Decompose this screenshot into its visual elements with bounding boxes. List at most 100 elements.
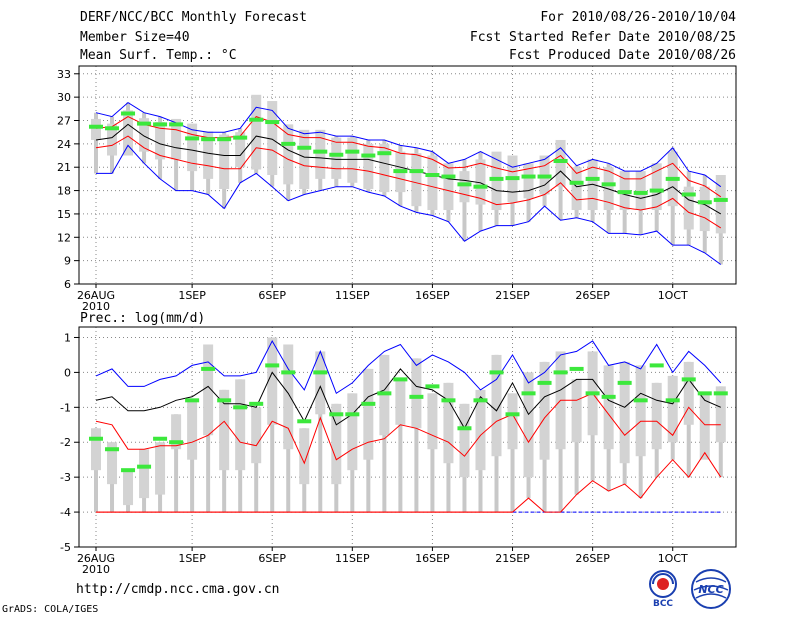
temp-marker-10 <box>249 117 264 122</box>
temp-xtick-label-7: 1OCT <box>658 289 688 302</box>
prec-xtick-label-7: 1OCT <box>658 552 688 565</box>
temp-ytick-label-1: 9 <box>64 255 71 268</box>
prec-marker-7 <box>201 366 216 371</box>
header-right-line-2: Fcst Started Refer Date 2010/08/25 <box>469 30 736 45</box>
temp-marker-23 <box>457 182 472 187</box>
prec-box-27 <box>523 372 534 478</box>
prec-marker-23 <box>457 426 472 431</box>
temp-box-22 <box>443 163 454 211</box>
temp-marker-1 <box>105 126 120 131</box>
temp-marker-16 <box>345 149 360 154</box>
temp-box-21 <box>427 155 438 211</box>
temp-xtick-label-3: 11SEP <box>335 289 370 302</box>
prec-box-33 <box>619 361 630 464</box>
temp-box-16 <box>347 137 358 183</box>
precipitation-panel: -5 -4 -3 -2 -1 0 1 26AUG 1SEP 6SEP 11SEP 16SEP 21SEP… <box>60 326 737 576</box>
prec-marker-12 <box>281 370 296 375</box>
prec-marker-36 <box>665 398 680 403</box>
prec-ytick-label-3: -2 <box>60 436 71 449</box>
temp-box-2 <box>123 110 134 156</box>
temp-box-24 <box>475 159 486 205</box>
temp-marker-21 <box>425 173 440 177</box>
prec-box-6 <box>187 400 198 460</box>
temp-box-39 <box>715 175 726 234</box>
prec-xtick-label-3: 11SEP <box>335 552 370 565</box>
prec-bottom-line <box>96 451 722 513</box>
header-left-line-2: Member Size=40 <box>80 30 190 45</box>
prec-marker-33 <box>617 380 632 385</box>
temp-marker-11 <box>265 120 280 125</box>
temp-marker-34 <box>633 190 648 195</box>
prec-xtick-label-6: 26SEP <box>575 552 610 565</box>
temp-frame <box>78 65 737 285</box>
prec-box-1 <box>107 442 118 485</box>
prec-marker-1 <box>105 447 120 452</box>
temp-xtick-year: 2010 <box>82 300 110 313</box>
temp-marker-37 <box>681 192 696 197</box>
temp-marker-30 <box>569 180 584 185</box>
prec-box-28 <box>539 361 550 460</box>
prec-xtick-label-1: 1SEP <box>178 552 206 565</box>
prec-marker-10 <box>249 401 264 406</box>
temp-marker-6 <box>185 136 200 141</box>
temp-marker-33 <box>617 190 632 195</box>
temp-xtick-label-6: 26SEP <box>575 289 610 302</box>
prec-marker-2 <box>121 468 136 473</box>
prec-box-37 <box>683 361 694 425</box>
temp-marker-5 <box>169 122 184 127</box>
temp-box-5 <box>171 118 182 160</box>
prec-box-2 <box>123 470 134 506</box>
temp-lower-line <box>95 135 722 229</box>
prec-box-26 <box>507 393 518 450</box>
prec-marker-21 <box>425 384 440 389</box>
prec-box-39 <box>715 386 726 443</box>
prec-xtick-label-0: 26AUG <box>77 552 115 565</box>
prec-ytick-label-0: -5 <box>60 541 71 554</box>
prec-box-14 <box>315 351 326 415</box>
temp-marker-15 <box>329 152 344 157</box>
prec-box-21 <box>427 393 438 450</box>
temp-ytick-label-3: 15 <box>57 208 71 221</box>
bcc-logo: BCC <box>642 568 684 612</box>
prec-marker-17 <box>361 401 376 406</box>
prec-box-10 <box>251 407 262 464</box>
bcc-logo-text: BCC <box>653 599 673 608</box>
prec-box-8 <box>219 389 230 471</box>
temp-xtick-label-2: 6SEP <box>258 289 286 302</box>
prec-marker-3 <box>137 464 152 469</box>
source-url[interactable]: http://cmdp.ncc.cma.gov.cn <box>76 582 280 597</box>
prec-box-19 <box>395 379 406 425</box>
temp-box-1 <box>107 123 118 156</box>
temp-marker-36 <box>665 176 680 181</box>
temp-marker-8 <box>217 137 232 142</box>
temp-marker-39 <box>713 197 728 202</box>
prec-marker-31 <box>585 391 600 396</box>
temp-marker-18 <box>377 151 392 156</box>
temp-box-10 <box>251 94 262 170</box>
prec-marker-27 <box>521 391 536 396</box>
temp-box-11 <box>267 101 278 175</box>
temp-marker-32 <box>601 182 616 187</box>
prec-box-35 <box>651 382 662 450</box>
header-left-line-3: Mean Surf. Temp.: °C <box>80 48 237 63</box>
prec-box-0 <box>91 428 101 471</box>
temp-box-14 <box>315 129 326 179</box>
prec-marker-25 <box>489 370 504 375</box>
prec-marker-38 <box>697 391 712 396</box>
temp-xtick-label-0: 26AUG <box>77 289 115 302</box>
temp-marker-27 <box>521 174 536 179</box>
prec-ytick-label-1: -4 <box>60 506 71 519</box>
temp-box-12 <box>283 124 294 185</box>
ncc-logo-text: NCC <box>698 583 723 596</box>
temp-marker-13 <box>297 145 312 150</box>
prec-lower-line <box>95 392 721 465</box>
prec-ytick-label-6: 1 <box>64 331 71 344</box>
prec-box-25 <box>491 354 502 457</box>
prec-marker-39 <box>713 391 728 396</box>
prec-box-3 <box>139 449 150 499</box>
prec-box-12 <box>283 344 294 450</box>
temp-marker-17 <box>361 153 376 158</box>
temp-marker-31 <box>585 176 600 181</box>
prec-box-13 <box>299 428 310 485</box>
temp-marker-12 <box>281 141 296 146</box>
